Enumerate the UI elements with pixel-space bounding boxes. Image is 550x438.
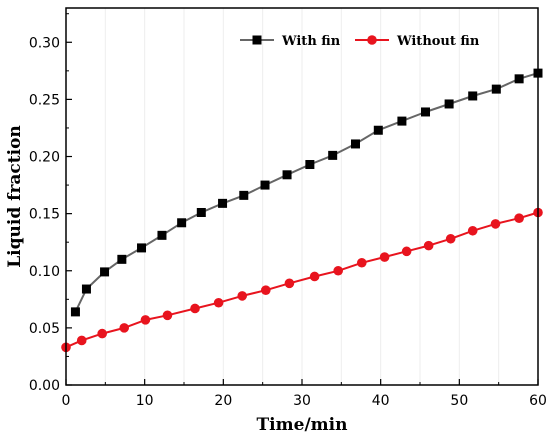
data-point bbox=[260, 180, 270, 190]
data-point bbox=[444, 99, 454, 109]
data-point bbox=[356, 257, 367, 268]
data-point bbox=[76, 335, 87, 346]
data-point bbox=[379, 252, 390, 262]
legend-entry: Without fin bbox=[355, 34, 480, 49]
data-point bbox=[284, 278, 295, 289]
data-point bbox=[70, 307, 80, 317]
data-point bbox=[423, 240, 434, 251]
data-point bbox=[213, 297, 224, 308]
legend: With fin Without fin bbox=[240, 34, 480, 49]
data-point bbox=[421, 107, 431, 117]
data-point bbox=[162, 310, 173, 321]
data-point bbox=[445, 233, 456, 244]
x-tick-label: 60 bbox=[529, 393, 547, 409]
series-line bbox=[65, 211, 539, 349]
x-tick-label: 30 bbox=[293, 393, 311, 409]
y-tick-label: 0.30 bbox=[29, 35, 60, 51]
data-point bbox=[97, 328, 107, 339]
x-tick-label: 20 bbox=[214, 393, 232, 409]
legend-label: Without fin bbox=[396, 34, 480, 49]
legend-marker bbox=[252, 35, 262, 45]
data-point bbox=[196, 207, 206, 217]
y-tick-label: 0.10 bbox=[29, 264, 60, 280]
data-point bbox=[397, 116, 407, 126]
y-tick-label: 0.20 bbox=[29, 150, 60, 166]
data-point bbox=[305, 160, 315, 170]
data-point bbox=[119, 323, 130, 333]
x-tick-label: 10 bbox=[136, 393, 154, 409]
data-point bbox=[309, 271, 320, 282]
y-tick-label: 0.05 bbox=[29, 321, 60, 337]
data-point bbox=[157, 230, 167, 240]
data-point bbox=[239, 190, 249, 200]
data-point bbox=[467, 225, 478, 236]
data-point bbox=[140, 315, 151, 325]
data-point bbox=[117, 254, 127, 264]
x-tick-label: 40 bbox=[372, 393, 390, 409]
data-point bbox=[350, 139, 360, 149]
data-point bbox=[190, 303, 200, 314]
data-point bbox=[237, 291, 248, 301]
y-tick-label: 0.15 bbox=[29, 207, 60, 223]
data-point bbox=[177, 218, 187, 228]
data-point bbox=[282, 170, 292, 180]
x-tick-label: 50 bbox=[450, 393, 468, 409]
data-point bbox=[514, 74, 524, 84]
y-tick-label: 0.25 bbox=[29, 92, 60, 108]
data-point bbox=[137, 243, 147, 253]
legend-label: With fin bbox=[281, 34, 341, 49]
data-point bbox=[514, 213, 524, 224]
data-point bbox=[218, 198, 228, 208]
data-point bbox=[491, 84, 501, 94]
data-point bbox=[100, 267, 110, 277]
data-point bbox=[373, 125, 383, 135]
data-point bbox=[468, 91, 478, 101]
data-point bbox=[333, 265, 343, 276]
plot-frame bbox=[65, 7, 539, 386]
data-point bbox=[490, 219, 501, 229]
x-tick-label: 0 bbox=[62, 393, 71, 409]
x-axis-title: Time/min bbox=[257, 415, 348, 435]
data-point bbox=[401, 246, 412, 257]
legend-entry: With fin bbox=[240, 34, 341, 49]
legend-marker bbox=[367, 35, 377, 45]
grid-lines bbox=[104, 8, 500, 385]
y-tick-label: 0.00 bbox=[29, 378, 60, 394]
axis-ticks: 0 10 20 30 40 50 60 0.00 0.05 0.10 0.15 0.20 0.25 0.3… bbox=[29, 13, 547, 409]
data-point bbox=[328, 150, 338, 160]
series-1 bbox=[70, 68, 543, 317]
data-point bbox=[261, 285, 271, 295]
y-axis-title: Liquid fraction bbox=[5, 125, 25, 268]
series-layer bbox=[61, 68, 543, 353]
series-2 bbox=[61, 207, 543, 353]
data-point bbox=[81, 284, 91, 294]
